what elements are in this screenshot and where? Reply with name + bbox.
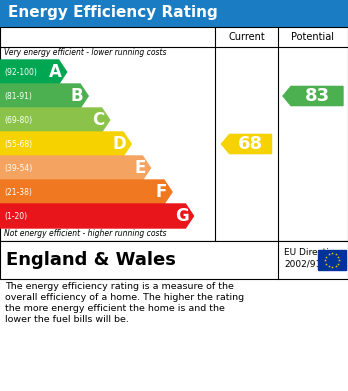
Polygon shape xyxy=(221,135,271,154)
Text: A: A xyxy=(49,63,62,81)
Text: Current: Current xyxy=(228,32,265,42)
Bar xyxy=(0,0,348,26)
Text: overall efficiency of a home. The higher the rating: overall efficiency of a home. The higher… xyxy=(5,293,244,302)
Polygon shape xyxy=(283,86,343,106)
Text: (55-68): (55-68) xyxy=(4,140,32,149)
Text: 83: 83 xyxy=(304,87,330,105)
Text: 68: 68 xyxy=(238,135,263,153)
Text: Very energy efficient - lower running costs: Very energy efficient - lower running co… xyxy=(4,48,166,57)
Text: The energy efficiency rating is a measure of the: The energy efficiency rating is a measur… xyxy=(5,282,234,291)
Text: B: B xyxy=(71,87,83,105)
Polygon shape xyxy=(0,156,150,180)
Text: (81-91): (81-91) xyxy=(4,91,32,100)
Text: Not energy efficient - higher running costs: Not energy efficient - higher running co… xyxy=(4,229,166,238)
Polygon shape xyxy=(0,60,67,84)
Polygon shape xyxy=(0,132,131,156)
Text: Potential: Potential xyxy=(292,32,334,42)
Polygon shape xyxy=(0,204,193,228)
Text: (21-38): (21-38) xyxy=(4,188,32,197)
Text: G: G xyxy=(175,207,189,225)
Bar xyxy=(0,241,348,279)
Polygon shape xyxy=(0,180,172,204)
Text: (1-20): (1-20) xyxy=(4,212,27,221)
Text: the more energy efficient the home is and the: the more energy efficient the home is an… xyxy=(5,304,225,313)
Text: F: F xyxy=(156,183,167,201)
Polygon shape xyxy=(0,84,88,108)
Text: EU Directive
2002/91/EC: EU Directive 2002/91/EC xyxy=(284,248,340,268)
Text: (69-80): (69-80) xyxy=(4,115,32,124)
Text: C: C xyxy=(93,111,105,129)
Text: E: E xyxy=(134,159,145,177)
Text: lower the fuel bills will be.: lower the fuel bills will be. xyxy=(5,315,129,324)
Bar xyxy=(318,250,346,270)
Text: (92-100): (92-100) xyxy=(4,68,37,77)
Polygon shape xyxy=(0,108,110,132)
Text: England & Wales: England & Wales xyxy=(6,251,176,269)
Text: Energy Efficiency Rating: Energy Efficiency Rating xyxy=(8,5,218,20)
Text: D: D xyxy=(112,135,126,153)
Text: (39-54): (39-54) xyxy=(4,163,32,172)
Bar xyxy=(0,27,348,241)
